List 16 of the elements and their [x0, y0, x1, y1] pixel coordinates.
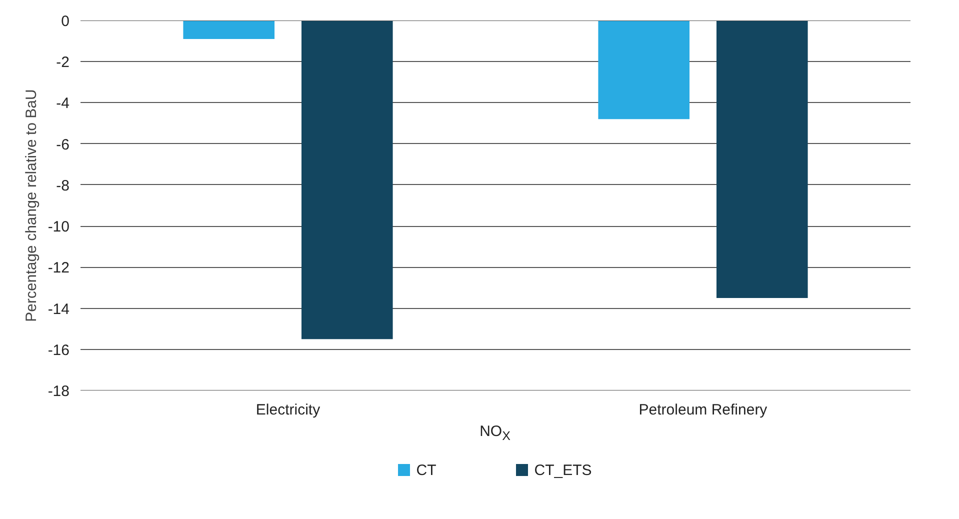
y-axis-title: Percentage change relative to BaU — [22, 89, 40, 322]
y-tick-label: -8 — [56, 177, 70, 194]
y-tick-label: -10 — [48, 218, 70, 236]
y-tick-label: -14 — [48, 300, 70, 318]
y-tick-label: -18 — [48, 383, 70, 400]
y-tick-label: 0 — [61, 13, 70, 30]
x-tick-label: Petroleum Refinery — [638, 402, 768, 418]
legend-label: CT — [415, 460, 436, 481]
y-tick-label: -6 — [56, 136, 70, 154]
y-tick-label: -4 — [56, 95, 70, 112]
y-tick-label: -16 — [48, 342, 70, 359]
x-tick-label: Electricity — [256, 402, 321, 418]
legend-label: CT_ETS — [533, 460, 592, 481]
y-tick-label: -12 — [48, 260, 70, 277]
x-axis-title: NO$_{X}$ — [478, 422, 512, 445]
y-tick-label: -2 — [56, 54, 70, 72]
